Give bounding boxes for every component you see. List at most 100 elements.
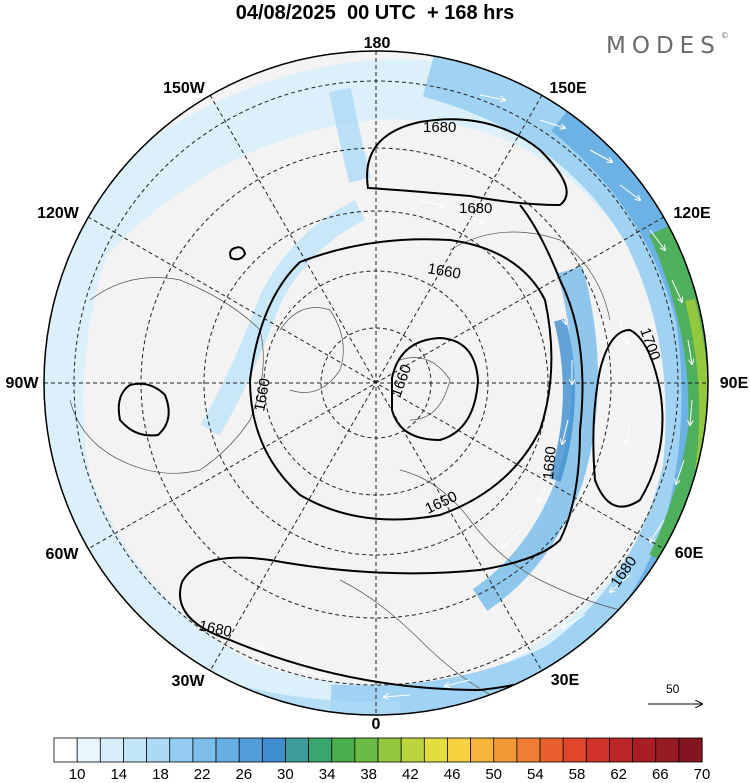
contour-1680-outer — [181, 204, 584, 583]
lon-label-180: 180 — [363, 35, 391, 52]
coast-siberia — [449, 231, 611, 321]
colorbar-tick-label: 30 — [277, 766, 294, 783]
wind-arrow — [539, 119, 565, 128]
colorbar-swatch — [76, 737, 101, 763]
colorbar-swatch — [238, 737, 263, 763]
streak-canada — [200, 200, 366, 436]
coast-svalbard — [399, 357, 451, 421]
colorbar-swatch — [585, 737, 611, 763]
colorbar-swatch — [99, 737, 125, 763]
colorbar-tick-label: 18 — [152, 766, 169, 783]
colorbar-tick-label: 34 — [318, 766, 336, 783]
colorbar-tick-label: 50 — [485, 766, 503, 783]
lon-label-90e: 90E — [719, 375, 749, 392]
lon-label-150w: 150W — [163, 80, 205, 97]
contour-label: 1680 — [459, 200, 492, 217]
contour-1660-canada — [117, 382, 170, 437]
inner-jet — [472, 266, 598, 611]
colorbar-swatch — [470, 737, 495, 763]
contour-1700 — [592, 328, 664, 508]
colorbar-swatch — [354, 737, 379, 763]
lon-label-120w: 120W — [37, 205, 79, 222]
lon-label-30e: 30E — [550, 672, 580, 689]
colorbar-tick-label: 14 — [110, 766, 128, 783]
coast-africa — [339, 579, 501, 701]
wind-arrow — [619, 184, 640, 200]
colorbar-tick-label: 22 — [193, 766, 211, 783]
colorbar-swatch — [447, 737, 472, 763]
colorbar-swatch — [493, 737, 518, 763]
wind-arrow — [459, 214, 484, 222]
colorbar-swatch — [192, 737, 217, 763]
wind-arrow — [299, 669, 324, 676]
colorbar-swatch — [285, 737, 310, 763]
colorbar-swatch — [423, 737, 449, 763]
colorbar-swatch — [655, 737, 680, 763]
colorbar-tick-label: 46 — [443, 766, 461, 783]
wind-arrow — [562, 419, 569, 444]
wind-arrow — [559, 299, 566, 324]
colorbar-swatch — [678, 737, 703, 763]
colorbar-swatch — [53, 737, 78, 763]
colorbar-swatch — [562, 737, 587, 763]
colorbar-swatch — [169, 737, 194, 763]
wind-arrow — [649, 229, 665, 250]
streak-pacific — [329, 87, 371, 183]
lon-label-60w: 60W — [45, 546, 79, 563]
coast-north-america — [69, 277, 264, 474]
wind-arrow — [445, 679, 471, 686]
wind-arrow — [502, 529, 521, 548]
coast-europe — [399, 469, 621, 611]
wind-arrow — [239, 639, 264, 648]
colorbar-tick-label: 54 — [527, 766, 544, 783]
coast-greenland — [279, 307, 344, 393]
contour-label: 1680 — [540, 446, 560, 481]
colorbar-swatch — [609, 737, 634, 763]
wind-arrow — [562, 614, 586, 628]
wind-arrow — [538, 479, 551, 502]
wind-arrow — [650, 519, 665, 542]
colorbar-swatch — [331, 737, 356, 763]
contour-1650-core — [391, 336, 480, 442]
contour-small-closed — [229, 246, 247, 261]
contour-label: 1660 — [251, 377, 274, 413]
colorbar-tick-label: 58 — [568, 766, 586, 783]
contour-label: 1680 — [197, 617, 233, 641]
wind-arrow — [676, 459, 685, 484]
modes-logo: MODES© — [606, 31, 729, 59]
colorbar-tick-label: 70 — [693, 766, 711, 783]
brand-mark: © — [720, 31, 729, 40]
wind-arrow — [626, 419, 631, 444]
lon-label-30w: 30W — [171, 673, 205, 690]
map-border — [43, 50, 709, 716]
wind-arrow — [419, 199, 444, 206]
wind-arrow — [384, 695, 411, 697]
contour-1680-pacific — [366, 118, 568, 207]
colorbar-tick-label: 42 — [402, 766, 419, 783]
colorbar-swatch — [123, 737, 148, 763]
wind-arrow — [505, 649, 531, 660]
colorbar-tick-label: 26 — [235, 766, 253, 783]
contour-label: 1660 — [426, 260, 462, 283]
colorbar-swatch — [516, 737, 541, 763]
colorbar — [53, 737, 703, 763]
inner-jet-core — [549, 318, 575, 482]
lon-label-0: 0 — [371, 716, 381, 733]
colorbar-swatch — [632, 737, 657, 763]
brand-name: MODES — [606, 33, 721, 59]
colorbar-swatch — [400, 737, 425, 763]
map-title: 04/08/2025 00 UTC + 168 hrs — [235, 2, 515, 24]
colorbar-tick-label: 62 — [610, 766, 628, 783]
wind-vectors — [239, 94, 692, 697]
colorbar-tick-label: 10 — [68, 766, 86, 783]
colorbar-swatch — [146, 737, 171, 763]
meridian-120e-60w — [87, 216, 665, 550]
contour-1660-polar — [248, 238, 553, 521]
wind-arrow — [690, 399, 692, 425]
colorbar-swatch — [539, 737, 564, 763]
wind-arrow — [589, 149, 612, 162]
lon-label-90w: 90W — [5, 375, 39, 392]
colorbar-tick-label: 38 — [360, 766, 378, 783]
colorbar-swatch — [308, 737, 333, 763]
